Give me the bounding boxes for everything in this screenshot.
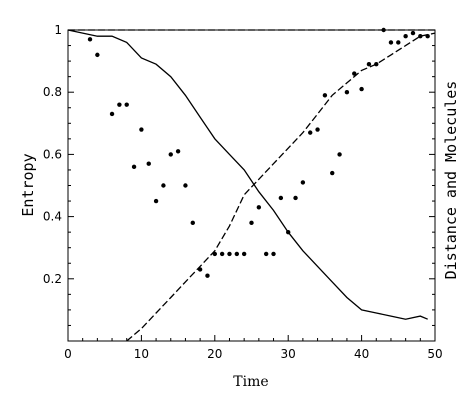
scatter-point — [168, 152, 173, 157]
scatter-point — [337, 152, 342, 157]
scatter-point — [344, 90, 350, 95]
plot-frame — [67, 29, 436, 342]
scatter-point — [227, 251, 232, 257]
x-tick-label: 20 — [207, 347, 222, 361]
scatter-point — [403, 34, 408, 39]
scatter-point — [117, 102, 122, 107]
scatter-point — [396, 40, 401, 45]
right-axis-title: Distance and Molecules — [442, 81, 460, 280]
scatter-point — [95, 52, 100, 58]
scatter-point — [381, 27, 386, 33]
scatter-point — [388, 40, 394, 45]
scatter-point — [109, 111, 115, 117]
x-tick-label: 10 — [134, 347, 149, 361]
series-layer — [67, 27, 436, 342]
scatter-point — [315, 127, 320, 132]
x-tick-label: 40 — [354, 347, 369, 361]
scatter-point — [374, 62, 379, 67]
scatter-point — [212, 251, 217, 257]
scatter-point — [175, 149, 181, 154]
scatter-point — [87, 37, 93, 42]
tick-labels: 0 10 20 30 40 50 0.2 0.4 0.6 0.8 1 — [43, 23, 443, 361]
scatter-point — [322, 93, 328, 98]
scatter-point — [263, 251, 269, 257]
scatter-point — [205, 273, 210, 278]
scatter-point — [330, 170, 335, 176]
x-tick-label: 50 — [427, 347, 442, 361]
scatter-point — [219, 251, 225, 257]
y-axis-title: Entropy — [19, 153, 37, 216]
scatter-point — [308, 130, 313, 135]
scatter-point — [410, 30, 416, 36]
y-tick-label: 1 — [54, 23, 62, 37]
scatter-point — [190, 220, 195, 226]
series-line-3 — [126, 32, 436, 342]
scatter-point — [278, 195, 284, 201]
scatter-point — [241, 251, 247, 257]
y-tick-label: 0.6 — [43, 147, 62, 161]
scatter-point — [131, 164, 137, 170]
y-tick-label: 0.8 — [43, 85, 62, 99]
scatter-point — [146, 161, 151, 166]
scatter-point — [183, 183, 188, 188]
scatter-point — [197, 267, 203, 272]
scatter-point — [293, 195, 298, 201]
tick-marks — [67, 29, 436, 341]
scatter-point — [286, 229, 291, 235]
scatter-point — [366, 62, 372, 67]
scatter-point — [300, 180, 306, 185]
scatter-point — [234, 251, 240, 257]
scatter-point — [139, 127, 144, 132]
scatter-point — [271, 251, 276, 257]
y-tick-label: 0.2 — [43, 272, 62, 286]
scatter-point — [161, 183, 166, 188]
series-line-1 — [67, 29, 428, 320]
y-tick-label: 0.4 — [43, 210, 62, 224]
scatter-point — [249, 220, 254, 226]
scatter-point — [153, 198, 159, 204]
x-tick-label: 0 — [64, 347, 72, 361]
x-tick-label: 30 — [281, 347, 296, 361]
scatter-point — [124, 102, 129, 107]
scatter-point — [256, 205, 262, 210]
scatter-point — [352, 71, 357, 76]
x-axis-title: Time — [233, 374, 268, 390]
scatter-point — [425, 34, 430, 39]
scatter-point — [359, 86, 364, 92]
scatter-point — [418, 34, 423, 39]
